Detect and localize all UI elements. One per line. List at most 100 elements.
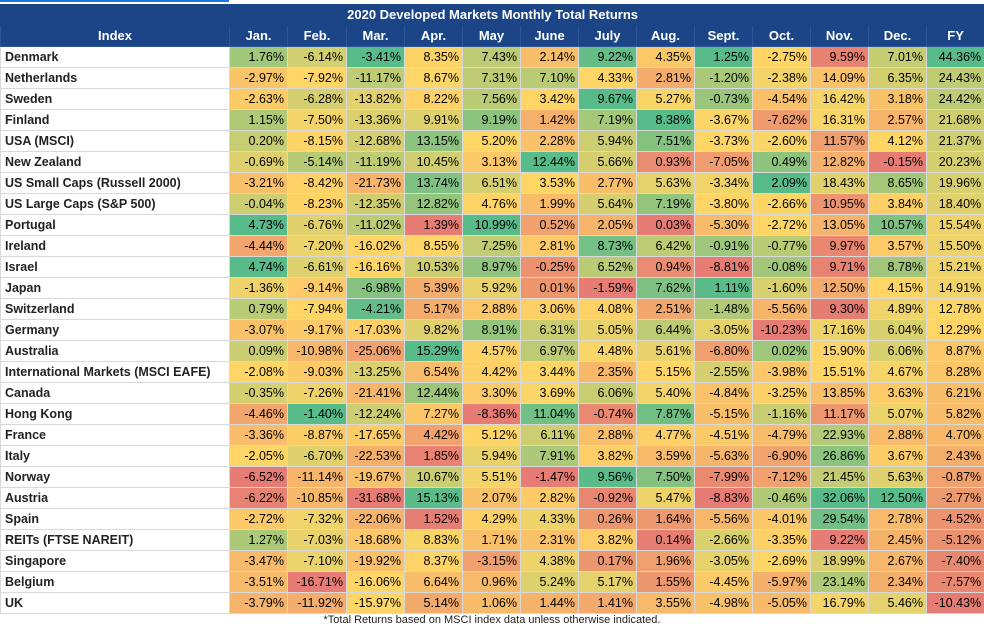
return-cell[interactable]: -7.94%	[287, 298, 347, 320]
return-cell[interactable]: 13.05%	[810, 214, 869, 236]
return-cell[interactable]: -21.41%	[346, 382, 405, 404]
return-cell[interactable]: 2.14%	[520, 46, 579, 68]
return-cell[interactable]: -5.14%	[287, 151, 347, 173]
return-cell[interactable]: -6.22%	[229, 487, 288, 509]
column-header[interactable]: Mar.	[346, 25, 405, 47]
return-cell[interactable]: 6.44%	[636, 319, 695, 341]
return-cell[interactable]: 8.87%	[925, 340, 984, 362]
return-cell[interactable]: 1.55%	[636, 571, 695, 593]
return-cell[interactable]: 6.04%	[868, 319, 927, 341]
return-cell[interactable]: -11.14%	[287, 466, 347, 488]
return-cell[interactable]: -1.59%	[578, 277, 637, 299]
return-cell[interactable]: 7.01%	[868, 46, 927, 68]
return-cell[interactable]: 14.91%	[925, 277, 984, 299]
return-cell[interactable]: 1.41%	[578, 592, 637, 614]
return-cell[interactable]: -12.24%	[346, 403, 405, 425]
return-cell[interactable]: 1.85%	[404, 445, 463, 467]
return-cell[interactable]: 10.53%	[404, 256, 463, 278]
return-cell[interactable]: 5.63%	[636, 172, 695, 194]
row-label[interactable]: Belgium	[0, 571, 230, 593]
return-cell[interactable]: 3.53%	[520, 172, 579, 194]
return-cell[interactable]: -2.63%	[229, 88, 288, 110]
return-cell[interactable]: -0.15%	[868, 151, 927, 173]
return-cell[interactable]: 18.43%	[810, 172, 869, 194]
column-header[interactable]: June	[520, 25, 579, 47]
return-cell[interactable]: 26.86%	[810, 445, 869, 467]
return-cell[interactable]: 12.50%	[868, 487, 927, 509]
return-cell[interactable]: -3.36%	[229, 424, 288, 446]
return-cell[interactable]: 5.66%	[578, 151, 637, 173]
row-label[interactable]: Israel	[0, 256, 230, 278]
return-cell[interactable]: 8.37%	[404, 550, 463, 572]
return-cell[interactable]: 10.95%	[810, 193, 869, 215]
return-cell[interactable]: 24.43%	[925, 67, 984, 89]
return-cell[interactable]: -12.68%	[346, 130, 405, 152]
return-cell[interactable]: -7.26%	[287, 382, 347, 404]
return-cell[interactable]: -18.68%	[346, 529, 405, 551]
return-cell[interactable]: 7.50%	[636, 466, 695, 488]
return-cell[interactable]: -3.05%	[694, 319, 753, 341]
return-cell[interactable]: 2.81%	[636, 67, 695, 89]
return-cell[interactable]: -16.16%	[346, 256, 405, 278]
return-cell[interactable]: 9.19%	[462, 109, 521, 131]
return-cell[interactable]: -17.03%	[346, 319, 405, 341]
return-cell[interactable]: 3.82%	[578, 529, 637, 551]
column-header[interactable]: Sept.	[694, 25, 753, 47]
column-header[interactable]: Dec.	[868, 25, 927, 47]
return-cell[interactable]: -8.23%	[287, 193, 347, 215]
return-cell[interactable]: -4.21%	[346, 298, 405, 320]
return-cell[interactable]: -3.35%	[752, 529, 811, 551]
column-header[interactable]: Aug.	[636, 25, 695, 47]
return-cell[interactable]: -4.46%	[229, 403, 288, 425]
return-cell[interactable]: -22.53%	[346, 445, 405, 467]
return-cell[interactable]: -3.07%	[229, 319, 288, 341]
return-cell[interactable]: 12.29%	[925, 319, 984, 341]
return-cell[interactable]: -0.87%	[925, 466, 984, 488]
return-cell[interactable]: -4.44%	[229, 235, 288, 257]
return-cell[interactable]: 2.88%	[578, 424, 637, 446]
return-cell[interactable]: -1.20%	[694, 67, 753, 89]
return-cell[interactable]: 4.12%	[868, 130, 927, 152]
return-cell[interactable]: -9.03%	[287, 361, 347, 383]
return-cell[interactable]: -19.92%	[346, 550, 405, 572]
return-cell[interactable]: 8.65%	[868, 172, 927, 194]
return-cell[interactable]: 2.05%	[578, 214, 637, 236]
return-cell[interactable]: -2.66%	[694, 529, 753, 551]
row-label[interactable]: International Markets (MSCI EAFE)	[0, 361, 230, 383]
return-cell[interactable]: 1.76%	[229, 46, 288, 68]
return-cell[interactable]: -4.01%	[752, 508, 811, 530]
return-cell[interactable]: -3.25%	[752, 382, 811, 404]
return-cell[interactable]: -8.42%	[287, 172, 347, 194]
return-cell[interactable]: 9.59%	[810, 46, 869, 68]
return-cell[interactable]: -22.06%	[346, 508, 405, 530]
return-cell[interactable]: -4.84%	[694, 382, 753, 404]
return-cell[interactable]: 13.74%	[404, 172, 463, 194]
return-cell[interactable]: 2.57%	[868, 109, 927, 131]
return-cell[interactable]: 5.94%	[462, 445, 521, 467]
return-cell[interactable]: 16.42%	[810, 88, 869, 110]
return-cell[interactable]: 4.42%	[404, 424, 463, 446]
return-cell[interactable]: -1.48%	[694, 298, 753, 320]
row-label[interactable]: Ireland	[0, 235, 230, 257]
return-cell[interactable]: -6.52%	[229, 466, 288, 488]
return-cell[interactable]: -10.23%	[752, 319, 811, 341]
return-cell[interactable]: 9.67%	[578, 88, 637, 110]
return-cell[interactable]: 4.74%	[229, 256, 288, 278]
return-cell[interactable]: 0.01%	[520, 277, 579, 299]
return-cell[interactable]: -11.02%	[346, 214, 405, 236]
return-cell[interactable]: 3.84%	[868, 193, 927, 215]
return-cell[interactable]: -8.36%	[462, 403, 521, 425]
return-cell[interactable]: 10.67%	[404, 466, 463, 488]
return-cell[interactable]: 21.68%	[925, 109, 984, 131]
return-cell[interactable]: -3.47%	[229, 550, 288, 572]
return-cell[interactable]: -8.83%	[694, 487, 753, 509]
return-cell[interactable]: 0.20%	[229, 130, 288, 152]
return-cell[interactable]: -4.79%	[752, 424, 811, 446]
return-cell[interactable]: 0.09%	[229, 340, 288, 362]
return-cell[interactable]: -5.30%	[694, 214, 753, 236]
return-cell[interactable]: -5.97%	[752, 571, 811, 593]
return-cell[interactable]: -0.92%	[578, 487, 637, 509]
return-cell[interactable]: 12.82%	[404, 193, 463, 215]
column-header-index[interactable]: Index	[0, 25, 230, 47]
return-cell[interactable]: 6.97%	[520, 340, 579, 362]
